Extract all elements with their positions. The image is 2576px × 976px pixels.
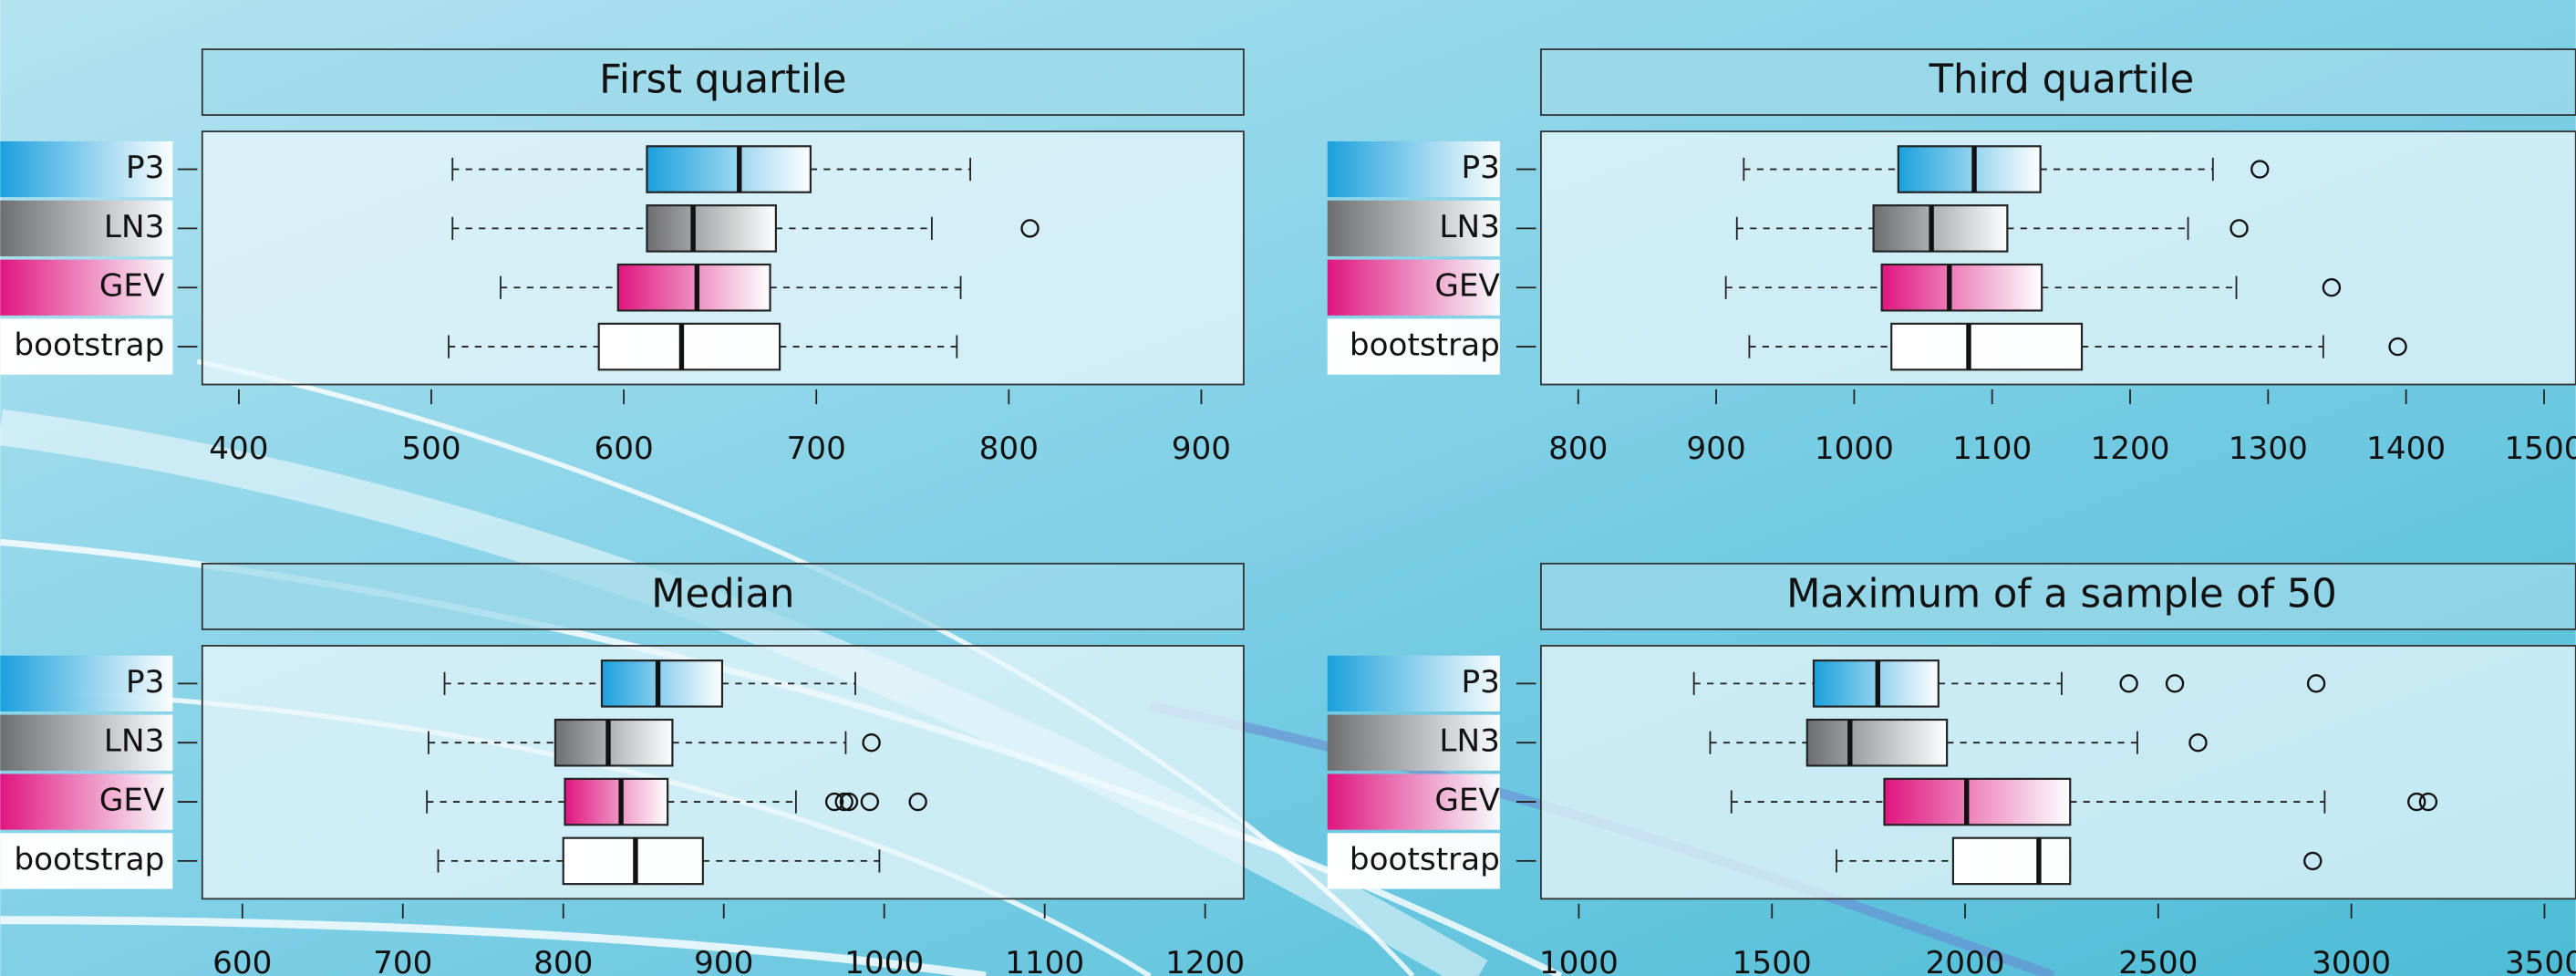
x-tick-label: 900 [1686,431,1745,467]
panel-title: Third quartile [1929,57,2195,103]
x-tick-label: 400 [209,431,268,467]
panel-title: First quartile [599,57,846,103]
box [1898,146,2041,192]
panel-title: Median [651,571,794,617]
x-tick-label: 1100 [1952,431,2032,467]
x-tick-label: 800 [979,431,1039,467]
category-label: bootstrap [1350,841,1500,877]
box [647,205,775,251]
x-tick-label: 600 [594,431,653,467]
x-tick-label: 2500 [2118,945,2198,976]
category-label: LN3 [1439,723,1499,760]
x-tick-label: 1500 [1733,945,1812,976]
x-tick-label: 600 [212,945,272,976]
category-label: GEV [1434,783,1500,819]
box [599,324,780,369]
x-tick-label: 700 [373,945,432,976]
category-label: LN3 [1439,209,1499,245]
x-tick-label: 1400 [2366,431,2446,467]
category-label: bootstrap [14,327,164,364]
category-label: GEV [99,783,165,819]
box [602,660,722,706]
x-tick-label: 800 [533,945,593,976]
x-tick-label: 1000 [844,945,924,976]
box [1953,838,2070,884]
x-tick-label: 700 [787,431,846,467]
category-label: P3 [1461,664,1499,701]
category-label: LN3 [104,209,164,245]
category-label: bootstrap [14,841,164,877]
category-label: P3 [126,664,164,701]
x-tick-label: 800 [1548,431,1608,467]
category-label: bootstrap [1350,327,1500,364]
box [555,720,672,765]
panel-title: Maximum of a sample of 50 [1786,571,2337,617]
x-tick-label: 1200 [2090,431,2169,467]
box [647,146,810,192]
x-tick-label: 1000 [1815,431,1894,467]
x-tick-label: 900 [694,945,753,976]
box [1884,779,2070,825]
category-label: GEV [1434,268,1500,305]
x-tick-label: 1300 [2229,431,2308,467]
category-label: P3 [126,150,164,186]
category-label: P3 [1461,150,1499,186]
x-tick-label: 900 [1172,431,1231,467]
box [1882,265,2043,310]
x-tick-label: 1000 [1539,945,1619,976]
x-tick-label: 500 [401,431,460,467]
box [618,265,771,310]
category-label: LN3 [104,723,164,760]
category-label: GEV [99,268,165,305]
x-tick-label: 1100 [1005,945,1084,976]
x-tick-label: 1500 [2504,431,2576,467]
chart: First quartile P3 LN3 GEV bootstrap 400 500 600… [0,0,2576,976]
x-tick-label: 1200 [1165,945,1245,976]
x-tick-label: 2000 [1925,945,2004,976]
box [1807,720,1947,765]
x-tick-label: 3500 [2505,945,2576,976]
box [1874,205,2008,251]
x-tick-label: 3000 [2312,945,2391,976]
box [1891,324,2082,369]
box [565,779,668,825]
